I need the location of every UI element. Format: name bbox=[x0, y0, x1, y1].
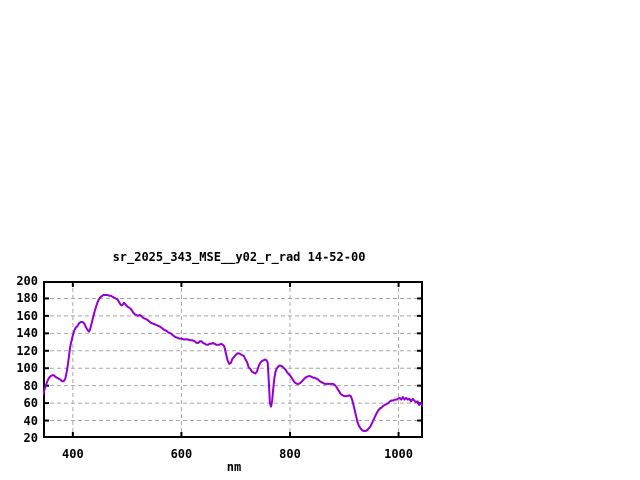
x-axis-label: nm bbox=[226, 460, 242, 474]
x-tick-label: 600 bbox=[170, 447, 193, 461]
y-tick-label: 140 bbox=[16, 326, 38, 341]
spectral-plot bbox=[43, 281, 423, 438]
y-tick-label: 100 bbox=[16, 361, 38, 376]
y-tick-label: 20 bbox=[23, 431, 38, 445]
y-tick-label: 80 bbox=[23, 378, 38, 393]
y-tick-label: 200 bbox=[16, 274, 38, 288]
y-tick-label: 180 bbox=[16, 291, 38, 306]
y-tick-label: 40 bbox=[23, 413, 38, 428]
spectrum-line bbox=[43, 294, 423, 432]
chart-title: sr_2025_343_MSE__y02_r_rad 14-52-00 bbox=[112, 250, 366, 264]
x-tick-label: 800 bbox=[279, 447, 301, 461]
y-tick-label: 60 bbox=[23, 396, 38, 411]
y-tick-label: 160 bbox=[16, 308, 38, 323]
y-tick-label: 120 bbox=[16, 343, 38, 358]
plot-border bbox=[43, 281, 423, 438]
x-tick-label: 400 bbox=[62, 447, 84, 461]
x-tick-label: 1000 bbox=[384, 447, 414, 461]
